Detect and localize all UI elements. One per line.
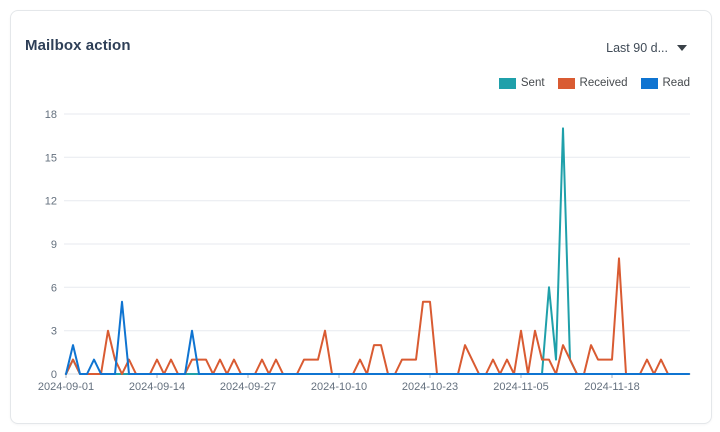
legend-swatch-read [640,77,658,89]
y-axis-tick-label: 15 [45,152,57,164]
chart-legend: Sent Received Read [498,77,691,89]
x-axis-tick-label: 2024-09-14 [129,381,185,393]
y-axis-tick-label: 9 [51,239,57,251]
x-axis-tick-label: 2024-11-18 [584,381,639,393]
legend-swatch-received [557,77,575,89]
time-range-value: Last 90 d... [606,41,668,55]
legend-item-sent[interactable]: Sent [498,77,545,89]
mailbox-action-card: Mailbox action Last 90 d... 0 3 6 9 12 15 18 20… [10,10,712,424]
time-range-dropdown[interactable]: Last 90 d... [606,41,687,55]
y-axis-tick-label: 3 [51,326,57,338]
legend-label: Sent [520,77,545,89]
legend-item-received[interactable]: Received [557,77,628,89]
series-line-received [65,257,690,375]
legend-item-read[interactable]: Read [640,77,691,89]
y-axis-tick-label: 6 [51,282,57,294]
x-axis-tick-label: 2024-10-10 [311,381,367,393]
x-axis-tick-label: 2024-10-23 [402,381,458,393]
x-axis-tick-label: 2024-09-01 [38,381,94,393]
series-line-read [65,300,690,375]
card-title: Mailbox action [25,37,131,54]
y-axis-tick-label: 12 [45,196,57,208]
y-axis-tick-label: 0 [51,369,57,381]
line-chart-svg: 0 3 6 9 12 15 18 2024-09-01 2024-09-14 2024-09-27… [38,109,691,393]
y-axis-tick-label: 18 [45,109,57,121]
legend-label: Read [662,77,691,89]
x-axis-tick-label: 2024-11-05 [493,381,548,393]
x-axis-tick-label: 2024-09-27 [220,381,276,393]
legend-label: Received [579,77,628,89]
legend-swatch-sent [498,77,516,89]
mailbox-action-chart: 0 3 6 9 12 15 18 2024-09-01 2024-09-14 2024-09-27… [11,11,711,423]
series-line-sent [65,127,690,375]
caret-down-icon [677,45,687,51]
